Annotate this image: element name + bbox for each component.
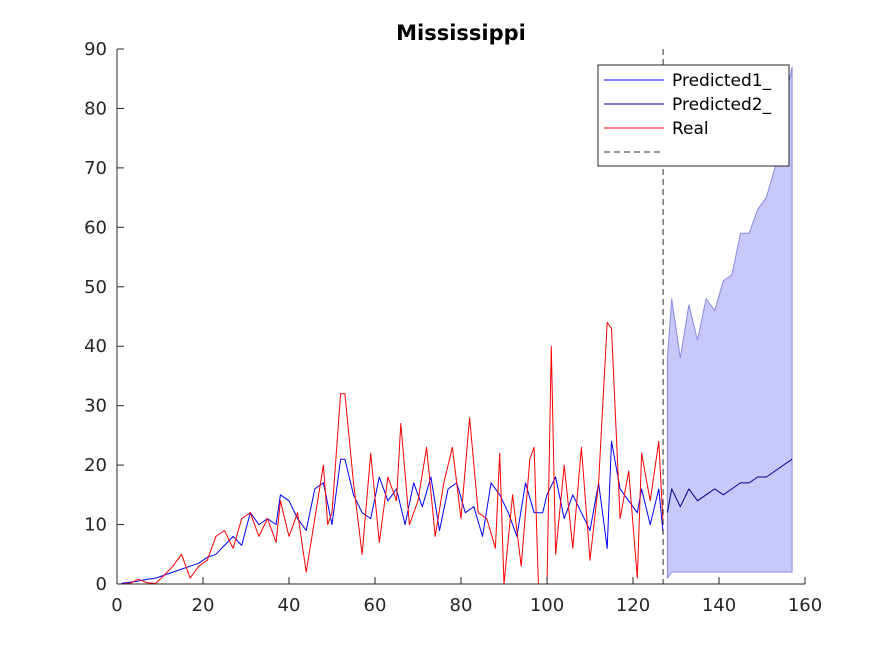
- legend-item-real-label: Real: [672, 119, 709, 139]
- x-tick-label: 40: [278, 595, 301, 616]
- x-tick-label: 100: [530, 595, 564, 616]
- predicted1-line: [121, 440, 664, 584]
- y-tick-label: 80: [84, 98, 107, 119]
- y-tick-label: 20: [84, 455, 107, 476]
- x-tick-label: 140: [702, 595, 736, 616]
- confidence-band-layer: [666, 66, 793, 580]
- y-tick-label: 30: [84, 396, 107, 417]
- y-tick-label: 0: [96, 574, 107, 595]
- series-layer: [121, 321, 793, 585]
- x-tick-label: 60: [364, 595, 387, 616]
- y-tick-label: 70: [84, 158, 107, 179]
- x-tick-label: 0: [111, 595, 122, 616]
- y-tick-label: 60: [84, 217, 107, 238]
- x-tick-label: 120: [616, 595, 650, 616]
- y-tick-label: 40: [84, 336, 107, 357]
- legend: Predicted1_ Predicted2_ Real: [597, 64, 790, 167]
- y-tick-label: 50: [84, 277, 107, 298]
- confidence-band: [666, 66, 793, 580]
- real-line: [121, 321, 664, 585]
- legend-box: [597, 64, 790, 167]
- axes: 0 20 40 60 80 100 120 140 160 0 10 20 30 40 50 60 70 80 90: [84, 39, 822, 616]
- predicted2-line: [666, 458, 793, 513]
- legend-item-predicted2-label: Predicted2_: [672, 95, 772, 115]
- legend-item-predicted1-label: Predicted1_: [672, 71, 772, 91]
- x-tick-label: 160: [788, 595, 822, 616]
- y-tick-label: 90: [84, 39, 107, 60]
- x-tick-label: 80: [450, 595, 473, 616]
- chart-title: Mississippi: [396, 21, 526, 45]
- y-tick-label: 10: [84, 515, 107, 536]
- x-tick-label: 20: [192, 595, 215, 616]
